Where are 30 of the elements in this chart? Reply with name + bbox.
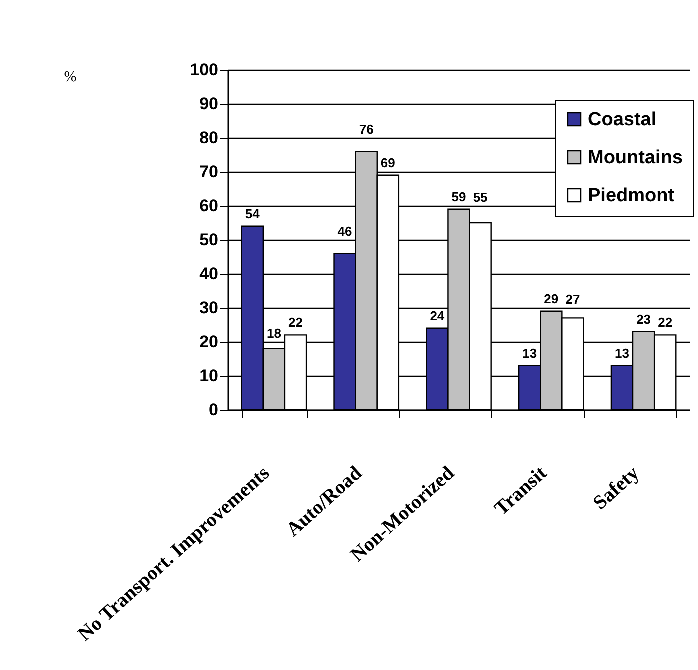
- data-label: 13: [615, 346, 630, 361]
- y-tick-label: 90: [200, 94, 218, 114]
- y-tick-label: 100: [190, 60, 218, 80]
- data-label: 59: [452, 189, 466, 204]
- legend-label: Mountains: [588, 148, 683, 168]
- y-axis-title: %: [64, 70, 77, 86]
- y-tick-label: 0: [209, 400, 218, 420]
- y-tick-label: 20: [200, 332, 218, 352]
- data-label: 27: [566, 292, 580, 307]
- data-label: 23: [636, 312, 652, 327]
- data-label: 22: [658, 315, 673, 330]
- data-label: 22: [288, 315, 303, 330]
- y-tick-label: 10: [200, 366, 218, 386]
- y-tick-label: 30: [200, 298, 218, 318]
- legend-label: Coastal: [588, 110, 657, 130]
- y-tick-label: 70: [200, 162, 218, 182]
- y-tick-label: 60: [200, 196, 218, 216]
- data-label: 13: [522, 346, 538, 361]
- data-label: 24: [430, 308, 446, 324]
- data-label: 76: [359, 122, 374, 137]
- data-label: 29: [544, 291, 559, 306]
- data-label: 55: [473, 190, 488, 205]
- data-label: 54: [245, 206, 261, 222]
- y-tick-label: 50: [200, 230, 218, 250]
- y-tick-label: 80: [200, 128, 218, 148]
- data-label: 46: [338, 224, 352, 239]
- legend-label: Piedmont: [588, 186, 676, 206]
- y-tick-label: 40: [200, 264, 218, 284]
- data-label: 69: [380, 155, 396, 170]
- data-label: 18: [266, 326, 282, 341]
